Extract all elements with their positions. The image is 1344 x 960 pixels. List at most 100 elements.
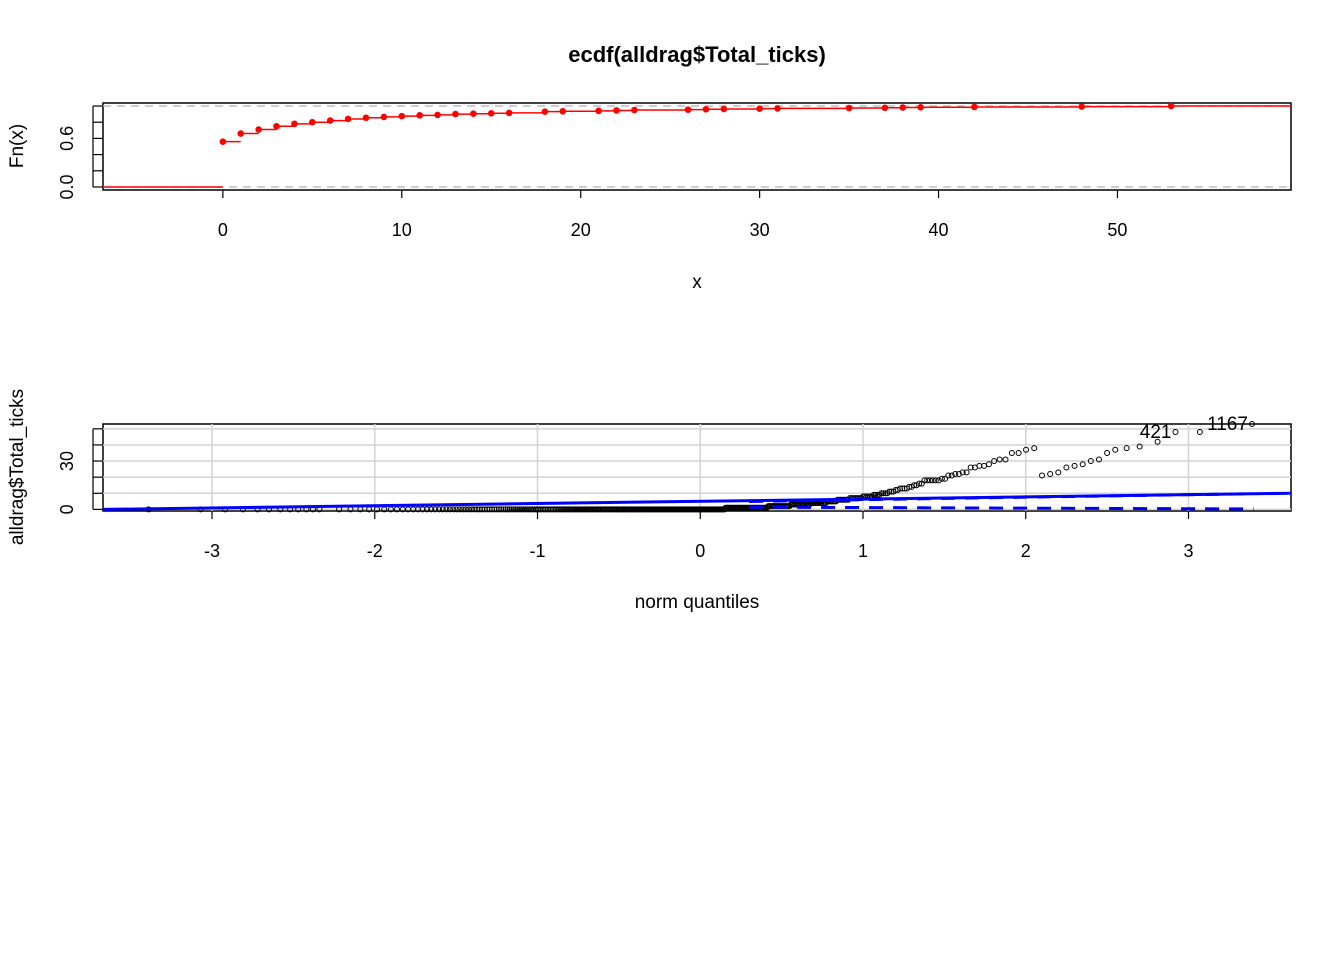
- ecdf-marks: 0 10 20 30 40 50 0.0 0.6: [57, 102, 1291, 240]
- qq-point: [1039, 472, 1046, 479]
- qq-plot-frame: [102, 423, 1292, 512]
- qq-point: [424, 506, 431, 513]
- ecdf-point: [1078, 103, 1085, 110]
- ecdf-point: [309, 118, 316, 126]
- qq-point: [963, 469, 970, 476]
- ecdf-x-tick-label: 50: [1107, 220, 1127, 240]
- ecdf-point: [541, 108, 549, 115]
- ecdf-point: [684, 106, 692, 113]
- ecdf-plot-frame: [102, 102, 1292, 191]
- qq-point: [880, 490, 887, 497]
- qq-point: [959, 469, 966, 476]
- qq-point: [462, 506, 469, 513]
- ecdf-point: [720, 105, 728, 113]
- qq-point: [996, 456, 1003, 463]
- qq-point: [1023, 446, 1030, 453]
- ecdf-point: [971, 103, 978, 111]
- qq-point: [1154, 438, 1161, 445]
- qq-point: [955, 470, 962, 477]
- qq-x-tick-label: -1: [530, 541, 546, 561]
- qq-point: [514, 506, 521, 513]
- ecdf-point: [344, 115, 352, 123]
- qq-point: [518, 506, 525, 513]
- qq-confidence-band: [749, 492, 1254, 503]
- ecdf-point: [1167, 102, 1175, 110]
- qq-point: [948, 472, 955, 479]
- qq-y-label: alldrag$Total_ticks: [7, 389, 28, 545]
- ecdf-point: [559, 107, 567, 115]
- qq-point: [419, 506, 426, 513]
- qq-point: [1248, 421, 1255, 427]
- ecdf-point: [702, 105, 710, 113]
- qq-point: [443, 506, 450, 513]
- qq-x-tick-label: 2: [1021, 541, 1031, 561]
- qq-point: [985, 461, 992, 468]
- ecdf-point: [595, 107, 602, 115]
- qq-point-label: 421: [1140, 422, 1172, 443]
- ecdf-point: [362, 114, 370, 122]
- ecdf-point: [505, 109, 513, 117]
- qq-point: [508, 506, 515, 513]
- ecdf-panel: ecdf(alldrag$Total_ticks) 0 10 20 30 40 50 0.0…: [7, 42, 1292, 293]
- qq-point: [459, 506, 466, 513]
- qq-point: [872, 491, 879, 498]
- qq-point: [1172, 429, 1179, 436]
- ecdf-point: [917, 103, 924, 111]
- qq-point: [952, 470, 959, 477]
- ecdf-point: [237, 130, 245, 137]
- qq-point: [432, 506, 439, 513]
- qq-point: [498, 506, 505, 513]
- ecdf-x-tick-label: 10: [392, 220, 412, 240]
- qq-point: [1055, 469, 1062, 476]
- ecdf-point: [452, 110, 459, 118]
- ecdf-point: [380, 113, 388, 121]
- ecdf-point: [273, 122, 280, 130]
- qq-x-label: norm quantiles: [635, 592, 760, 613]
- qq-point: [932, 477, 939, 484]
- ecdf-x-tick-label: 40: [929, 220, 949, 240]
- qq-point: [942, 475, 949, 482]
- ecdf-point: [470, 110, 477, 117]
- qq-point: [967, 464, 974, 471]
- qq-point: [916, 480, 923, 487]
- ecdf-point: [631, 106, 638, 114]
- ecdf-x-tick-label: 0: [218, 220, 228, 240]
- qq-point: [512, 506, 519, 513]
- ecdf-point: [255, 126, 262, 133]
- ecdf-point: [899, 104, 907, 111]
- qq-point: [921, 477, 928, 484]
- ecdf-point: [774, 105, 781, 112]
- ecdf-point: [434, 111, 441, 119]
- qq-x-tick-label: 0: [695, 541, 705, 561]
- qq-point: [1104, 450, 1111, 456]
- ecdf-point: [291, 120, 298, 128]
- qq-point-label: 1167: [1207, 414, 1248, 435]
- qq-point: [1095, 456, 1102, 463]
- qq-point: [929, 477, 936, 484]
- ecdf-point: [416, 112, 423, 119]
- qq-point: [500, 506, 507, 513]
- ecdf-y-tick-label: 0.0: [57, 174, 77, 199]
- ecdf-point: [845, 104, 853, 112]
- qq-point: [456, 506, 463, 513]
- qq-point: [1015, 450, 1022, 456]
- qq-x-tick-label: 3: [1183, 541, 1193, 561]
- qq-point: [436, 506, 443, 513]
- qq-point: [1123, 445, 1130, 452]
- qq-point: [504, 506, 511, 513]
- ecdf-point: [326, 117, 334, 124]
- ecdf-point: [398, 112, 406, 120]
- qq-point: [1087, 458, 1094, 465]
- qq-y-tick-label: 30: [57, 451, 77, 471]
- qq-point: [1047, 470, 1054, 477]
- qq-confidence-band: [749, 505, 1254, 511]
- qq-point: [446, 506, 453, 513]
- qq-point: [520, 506, 527, 513]
- qq-point: [926, 477, 933, 484]
- qq-point: [506, 506, 513, 513]
- qq-point: [502, 506, 509, 513]
- qq-point: [496, 506, 503, 513]
- qq-point: [911, 482, 918, 489]
